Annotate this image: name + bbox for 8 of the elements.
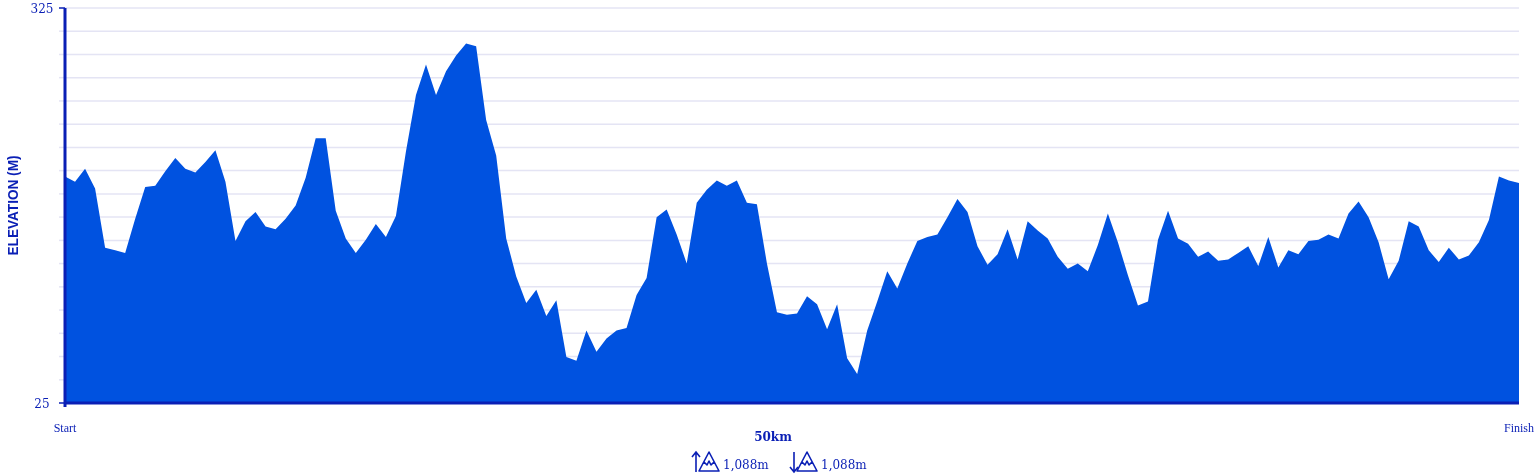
x-tick-label: Start	[53, 421, 77, 435]
y-tick-label: 25	[34, 397, 50, 411]
x-tick-label: Finish	[1503, 421, 1535, 435]
text: 1,088m	[821, 458, 868, 472]
text: 1,088m	[723, 458, 770, 472]
x-axis-title: 50km	[754, 430, 793, 444]
y-axis-title: ELEVATION (M)	[4, 145, 21, 256]
y-tick-label: 325	[30, 2, 54, 16]
